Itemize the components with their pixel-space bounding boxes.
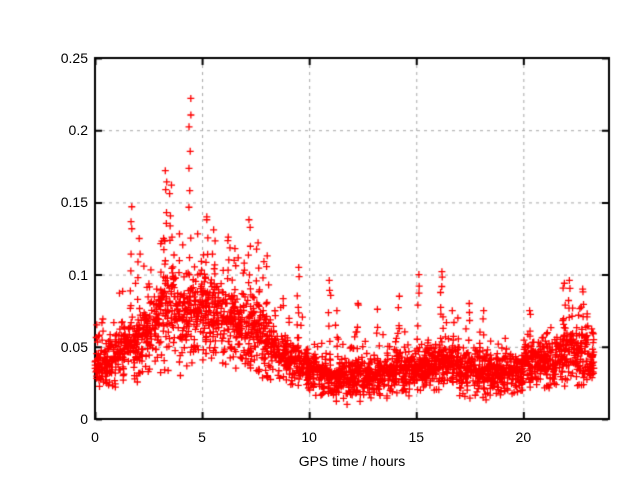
y-tick-label: 0.1	[68, 266, 88, 283]
x-tick-label: 5	[198, 429, 206, 445]
x-tick-label: 0	[91, 429, 99, 445]
x-tick-label: 15	[408, 429, 425, 445]
y-tick-label: 0.15	[60, 194, 88, 211]
x-tick-label: 20	[515, 429, 532, 445]
x-tick-label: 10	[301, 429, 317, 445]
y-tick-label: 0.05	[60, 338, 88, 355]
y-tick-label: 0.25	[60, 50, 88, 66]
x-axis-label: GPS time / hours	[298, 453, 406, 469]
y-tick-label: 0.2	[68, 122, 88, 139]
y-tick-label: 0	[80, 411, 88, 427]
